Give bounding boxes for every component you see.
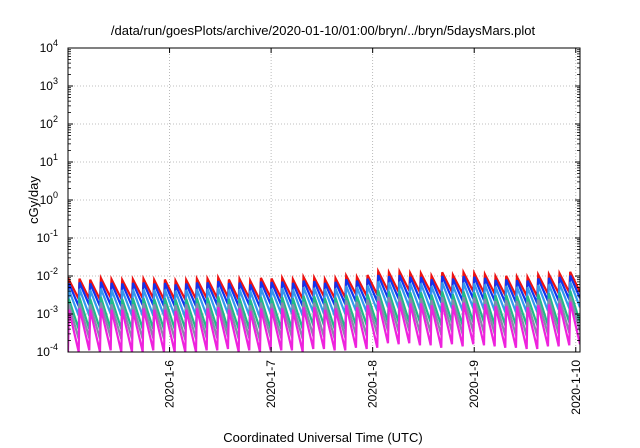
y-tick-label: 104	[40, 38, 58, 55]
y-tick-label: 10-1	[37, 228, 58, 245]
y-tick-label: 101	[40, 152, 58, 169]
x-tick-label: 2020-1-6	[163, 360, 177, 408]
y-tick-label: 103	[40, 76, 58, 93]
series-layer	[68, 267, 580, 352]
y-axis-label: cGy/day	[26, 176, 41, 224]
y-axis: 10-4 10-3 10-2 10-1 100 101 102 103 104	[37, 38, 580, 359]
chart-title: /data/run/goesPlots/archive/2020-01-10/0…	[111, 23, 536, 38]
y-tick-label: 102	[40, 114, 58, 131]
x-tick-label: 2020-1-7	[264, 360, 278, 408]
x-axis-label: Coordinated Universal Time (UTC)	[223, 430, 422, 445]
series-line-magenta	[68, 300, 580, 352]
x-tick-label: 2020-1-9	[467, 360, 481, 408]
y-tick-label: 100	[40, 190, 58, 207]
y-tick-label: 10-4	[37, 342, 58, 359]
x-axis: 2020-1-6 2020-1-7 2020-1-8 2020-1-9 2020-1-1…	[163, 48, 583, 415]
y-tick-label: 10-3	[37, 304, 58, 321]
y-tick-label: 10-2	[37, 266, 58, 283]
x-tick-label: 2020-1-10	[569, 360, 583, 415]
x-tick-label: 2020-1-8	[366, 360, 380, 408]
